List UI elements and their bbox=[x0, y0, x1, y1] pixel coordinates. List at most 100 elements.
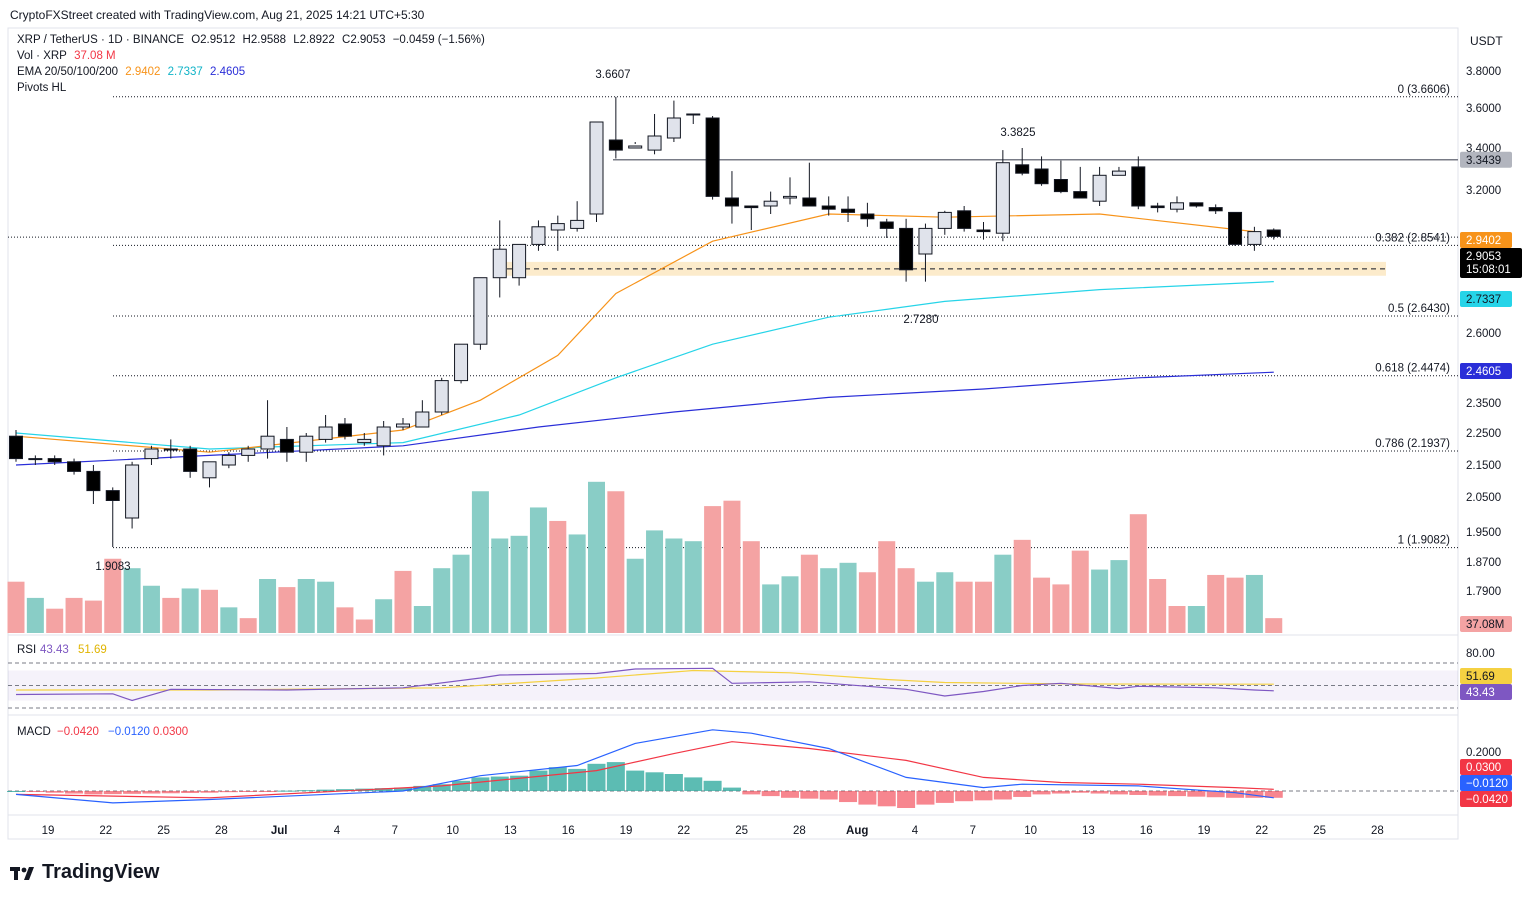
volume-bar bbox=[394, 570, 412, 633]
candle-body bbox=[1228, 211, 1243, 245]
x-axis-tick: Jul bbox=[271, 825, 288, 837]
candle-body bbox=[976, 229, 991, 233]
volume-bar bbox=[201, 589, 218, 633]
pivot-label: 3.6607 bbox=[595, 69, 630, 81]
candle-body bbox=[376, 426, 391, 447]
macd-histogram-bar bbox=[645, 772, 664, 791]
candle-body bbox=[608, 139, 623, 151]
macd-histogram-bar bbox=[974, 791, 993, 801]
volume-legend[interactable]: Vol · XRP 37.08 M bbox=[17, 50, 120, 62]
symbol-name[interactable]: XRP / TetherUS · 1D · BINANCE bbox=[17, 34, 185, 46]
macd-signal-tag-bg bbox=[1460, 759, 1512, 775]
candle-body bbox=[783, 195, 797, 199]
price-axis-tick: 1.8700 bbox=[1466, 557, 1501, 569]
candle-body bbox=[1189, 202, 1204, 207]
volume-bar bbox=[858, 572, 876, 633]
macd-histogram-bar bbox=[587, 763, 606, 791]
macd-hist-tag: −0.0420 bbox=[1466, 794, 1508, 806]
ema200-value: 2.4605 bbox=[210, 66, 246, 78]
candle bbox=[512, 243, 527, 286]
candle bbox=[1131, 156, 1146, 210]
ema20-tag: 2.9402 bbox=[1466, 235, 1501, 247]
volume-bar bbox=[800, 554, 818, 633]
macd-tag: −0.0120 bbox=[1466, 778, 1508, 790]
volume-bar bbox=[413, 606, 431, 633]
macd-histogram-bar bbox=[413, 785, 432, 791]
candle-body bbox=[550, 223, 565, 231]
macd-histogram-bar bbox=[819, 791, 838, 800]
pivots-legend[interactable]: Pivots HL bbox=[17, 82, 70, 94]
tradingview-logo-icon bbox=[10, 866, 34, 880]
candle-body bbox=[202, 461, 217, 479]
x-axis-tick: 4 bbox=[334, 825, 341, 837]
volume-bar bbox=[568, 534, 586, 633]
rsi-ma-tag: 51.69 bbox=[1466, 671, 1495, 683]
candle bbox=[396, 418, 410, 430]
ema-legend[interactable]: EMA 20/50/100/200 2.9402 2.7337 2.4605 bbox=[17, 66, 249, 78]
resistance-tag: 3.3439 bbox=[1466, 155, 1501, 167]
x-axis-tick: 13 bbox=[1082, 825, 1095, 837]
volume-tag: 37.08M bbox=[1466, 619, 1504, 631]
fib-level-label: 0.382 (2.8541) bbox=[1375, 232, 1450, 244]
ema20-tag-bg bbox=[1460, 232, 1512, 248]
volume-bar bbox=[762, 584, 780, 633]
macd-histogram-bar bbox=[800, 791, 819, 799]
macd-histogram-bar bbox=[781, 791, 799, 798]
volume-bar bbox=[704, 506, 722, 633]
candle bbox=[163, 439, 178, 459]
volume-bar bbox=[471, 491, 489, 633]
macd-histogram-bar bbox=[45, 791, 64, 793]
volume-bar bbox=[278, 587, 296, 633]
macd-histogram-bar bbox=[955, 791, 974, 802]
x-axis-tick: 19 bbox=[620, 825, 633, 837]
candle-body bbox=[454, 343, 469, 382]
candle-body bbox=[1015, 164, 1030, 174]
volume-bar bbox=[46, 608, 64, 633]
candle bbox=[337, 418, 352, 440]
candle bbox=[202, 461, 217, 488]
candle-body bbox=[396, 423, 410, 428]
candle-body bbox=[105, 490, 120, 502]
price-axis-tick: 2.0500 bbox=[1466, 492, 1501, 504]
candle bbox=[241, 445, 256, 462]
macd-histogram-bar bbox=[529, 770, 548, 791]
price-change: −0.0459 (−1.56%) bbox=[392, 34, 485, 46]
macd-histogram-bar bbox=[471, 777, 490, 791]
price-axis-tick: 2.2500 bbox=[1466, 428, 1501, 440]
volume-bar bbox=[1187, 606, 1205, 633]
volume-bar bbox=[123, 568, 141, 633]
ema50-value: 2.7337 bbox=[167, 66, 203, 78]
volume-bar bbox=[1265, 618, 1283, 633]
x-axis-tick: 10 bbox=[1024, 825, 1037, 837]
candle-body bbox=[1053, 179, 1068, 193]
ema-label: EMA 20/50/100/200 bbox=[17, 66, 119, 78]
resistance-tag-bg bbox=[1460, 151, 1512, 168]
candle-body bbox=[86, 470, 101, 492]
rsi-value: 43.43 bbox=[40, 644, 69, 656]
rsi-tag: 43.43 bbox=[1466, 687, 1495, 699]
macd-histogram-bar bbox=[548, 767, 567, 791]
price-axis-tick: 3.6000 bbox=[1466, 103, 1501, 115]
volume-bar bbox=[7, 581, 25, 633]
x-axis-tick: 4 bbox=[912, 825, 919, 837]
volume-bar bbox=[975, 581, 992, 633]
currency-label[interactable]: USDT bbox=[1470, 34, 1503, 48]
candle bbox=[686, 113, 701, 124]
rsi-ma-value: 51.69 bbox=[78, 644, 107, 656]
candle-body bbox=[473, 277, 488, 345]
x-axis-tick: 28 bbox=[215, 825, 228, 837]
ema50-tag: 2.7337 bbox=[1466, 294, 1501, 306]
candle-body bbox=[1247, 231, 1262, 245]
x-axis-tick: 10 bbox=[446, 825, 459, 837]
macd-histogram-bar bbox=[1090, 791, 1109, 794]
pivots-label: Pivots HL bbox=[17, 82, 67, 94]
ohlc-open: O2.9512 bbox=[191, 34, 236, 46]
price-axis-tick: 1.9500 bbox=[1466, 527, 1501, 539]
volume-bar bbox=[955, 581, 973, 633]
macd-histogram-bar bbox=[1109, 791, 1128, 795]
macd-histogram-bar bbox=[181, 791, 200, 793]
candle-body bbox=[144, 448, 159, 460]
tradingview-logo[interactable]: TradingView bbox=[10, 861, 159, 884]
candle bbox=[144, 445, 159, 465]
